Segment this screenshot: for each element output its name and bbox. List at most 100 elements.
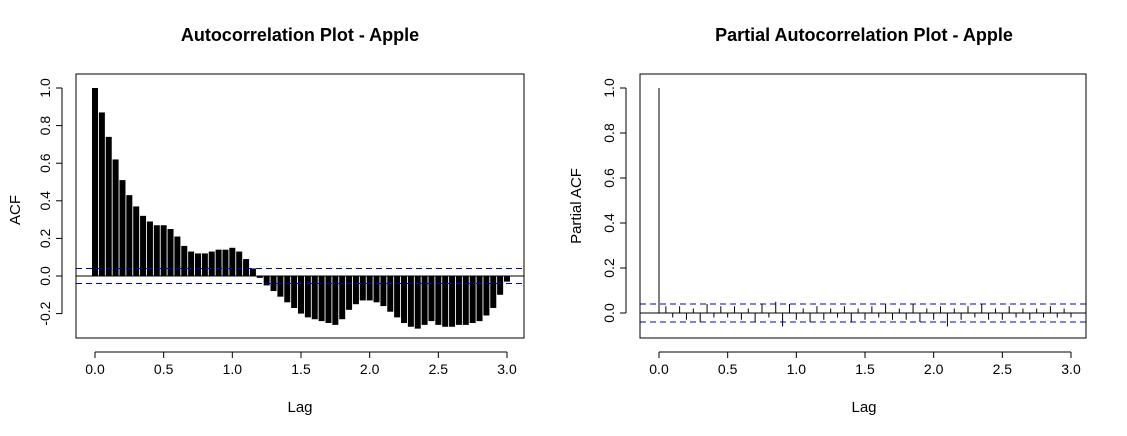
pacf-bar — [967, 306, 969, 313]
pacf-bar — [713, 313, 715, 318]
pacf-bar — [891, 313, 893, 320]
acf-bar — [469, 276, 476, 323]
pacf-bar — [788, 304, 790, 313]
pacf-bar — [761, 304, 763, 313]
pacf-bar — [940, 306, 942, 313]
acf-bar — [407, 276, 414, 327]
acf-plot-frame — [75, 73, 525, 339]
acf-x-tick-label: 1.5 — [291, 361, 311, 377]
acf-bar — [449, 276, 456, 327]
pacf-bar — [919, 313, 921, 322]
pacf-bar — [850, 313, 852, 322]
pacf-bar — [679, 306, 681, 313]
acf-bar — [215, 249, 222, 276]
acf-bar — [256, 276, 263, 278]
pacf-bar — [878, 313, 880, 318]
pacf-x-tick-label: 0.5 — [718, 361, 738, 377]
pacf-bar — [960, 313, 962, 320]
pacf-bar — [905, 313, 907, 320]
pacf-y-tick-label: 0.0 — [601, 303, 617, 323]
acf-bar — [352, 276, 359, 305]
acf-bar — [98, 112, 105, 276]
acf-bar — [291, 276, 298, 308]
pacf-x-tick-label: 1.0 — [787, 361, 807, 377]
acf-bar — [325, 276, 332, 323]
acf-bar — [277, 276, 284, 297]
acf-y-tick-label: 0.4 — [37, 191, 53, 211]
pacf-bar — [946, 313, 948, 327]
acf-bar — [105, 136, 112, 276]
pacf-bar — [754, 313, 756, 322]
pacf-bar — [699, 313, 701, 322]
pacf-y-tick-label: 1.0 — [601, 78, 617, 98]
acf-bar — [146, 221, 153, 276]
pacf-bar — [775, 301, 777, 313]
acf-bar — [270, 276, 277, 292]
pacf-bar — [933, 313, 935, 320]
acf-bar — [298, 276, 304, 314]
pacf-plot-frame — [639, 73, 1087, 339]
pacf-bar — [898, 308, 900, 313]
pacf-reference-lines — [640, 303, 1086, 323]
acf-bar — [188, 251, 195, 276]
acf-bar — [229, 247, 236, 276]
acf-bar — [311, 276, 318, 320]
pacf-bar — [802, 308, 804, 313]
pacf-bar — [665, 306, 667, 313]
acf-bar — [490, 276, 497, 308]
acf-bar — [380, 276, 387, 307]
acf-x-tick-label: 0.5 — [154, 361, 174, 377]
pacf-bar — [981, 304, 983, 313]
acf-bar — [126, 195, 133, 276]
acf-bar — [435, 276, 442, 325]
acf-y-tick-label: 0.8 — [37, 116, 53, 136]
pacf-bar — [795, 313, 797, 320]
pacf-y-tick-label: 0.6 — [601, 168, 617, 188]
acf-y-tick-label: 0.0 — [37, 266, 53, 286]
pacf-x-tick-label: 2.5 — [993, 361, 1013, 377]
pacf-bar — [974, 313, 976, 318]
pacf-bar — [843, 306, 845, 313]
pacf-x-axis-label: Lag — [851, 399, 876, 416]
pacf-bar — [809, 313, 811, 322]
pacf-title: Partial Autocorrelation Plot - Apple — [715, 25, 1013, 45]
acf-bar — [92, 88, 98, 276]
acf-bar — [504, 276, 510, 282]
acf-x-axis-label: Lag — [287, 399, 312, 416]
acf-bar — [195, 253, 201, 276]
acf-y-axis: -0.2 0.0 0.2 0.4 0.6 0.8 1.0 — [37, 78, 63, 326]
pacf-bar — [1063, 308, 1065, 313]
acf-bar — [359, 276, 366, 301]
pacf-bar — [1070, 313, 1072, 318]
pacf-x-tick-label: 1.5 — [855, 361, 875, 377]
acf-reference-lines — [76, 267, 524, 285]
acf-bar — [133, 206, 140, 276]
pacf-bar — [994, 308, 996, 313]
pacf-bar — [1008, 306, 1010, 313]
acf-bar — [346, 276, 353, 310]
pacf-bar — [768, 313, 770, 318]
pacf-bar — [740, 313, 742, 320]
pacf-bar — [706, 304, 708, 313]
acf-y-tick-label: -0.2 — [37, 301, 53, 325]
acf-bar — [366, 276, 373, 301]
pacf-bar — [823, 313, 825, 320]
acf-bar — [201, 253, 208, 276]
pacf-bar — [1001, 313, 1003, 320]
pacf-bar — [953, 308, 955, 313]
pacf-bar — [1036, 308, 1038, 313]
pacf-bars — [658, 88, 1072, 327]
pacf-bar — [1022, 308, 1024, 313]
acf-bars — [92, 88, 510, 329]
acf-bar — [476, 276, 483, 322]
acf-bar — [249, 268, 256, 276]
pacf-x-tick-label: 2.0 — [924, 361, 944, 377]
pacf-bar — [885, 304, 887, 313]
acf-x-tick-label: 2.5 — [429, 361, 449, 377]
acf-x-tick-label: 0.0 — [85, 361, 105, 377]
pacf-bar — [1049, 306, 1051, 313]
pacf-bar — [857, 308, 859, 313]
acf-bar — [112, 159, 119, 276]
acf-bar — [304, 276, 311, 318]
